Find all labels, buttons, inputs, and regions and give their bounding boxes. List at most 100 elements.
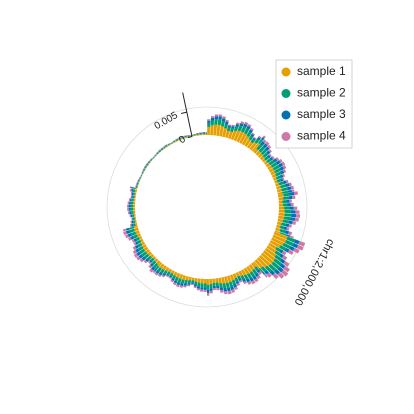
bar-segment-sample-4 — [172, 282, 177, 286]
bar-segment-sample-4 — [170, 279, 174, 283]
bar-segment-sample-4 — [196, 288, 200, 291]
bar-segment-sample-4 — [130, 220, 133, 224]
bar-segment-sample-2 — [268, 263, 277, 272]
bar-segment-sample-4 — [268, 149, 272, 153]
bar-segment-sample-3 — [279, 174, 284, 179]
bar-segment-sample-2 — [256, 144, 263, 151]
bar-segment-sample-4 — [136, 181, 138, 185]
bar-segment-sample-3 — [172, 140, 176, 142]
bar-segment-sample-2 — [139, 176, 142, 180]
bar-segment-sample-1 — [184, 136, 188, 139]
bar-segment-sample-2 — [275, 175, 281, 180]
bar-segment-sample-4 — [177, 136, 181, 139]
bar-segment-sample-2 — [279, 228, 286, 234]
legend-label: sample 4 — [297, 129, 346, 143]
bar-segment-sample-4 — [154, 272, 159, 276]
bar-segment-sample-2 — [243, 274, 249, 280]
bar-segment-sample-3 — [180, 282, 184, 287]
bar-segment-sample-4 — [243, 280, 248, 285]
bar-segment-sample-1 — [268, 242, 277, 250]
bar-segment-sample-3 — [233, 283, 237, 288]
bar-segment-sample-3 — [136, 182, 138, 185]
bar-segment-sample-2 — [274, 250, 281, 257]
bar-segment-sample-2 — [128, 226, 135, 230]
bar-segment-sample-3 — [256, 136, 261, 141]
bar-segment-sample-3 — [207, 289, 210, 294]
bar-segment-sample-4 — [283, 265, 290, 273]
bar-segment-sample-4 — [292, 221, 297, 225]
legend-label: sample 1 — [297, 64, 346, 78]
bar-segment-sample-4 — [247, 123, 252, 128]
bar-segment-sample-1 — [202, 134, 206, 136]
legend-label: sample 2 — [297, 86, 346, 100]
bar-segment-sample-1 — [272, 234, 287, 243]
bar-segment-sample-1 — [159, 150, 162, 153]
bar-segment-sample-2 — [281, 190, 289, 194]
bar-segment-sample-3 — [286, 199, 290, 203]
bar-segment-sample-2 — [217, 119, 222, 126]
bar-segment-sample-1 — [193, 135, 197, 137]
radial-axis-tick — [187, 136, 193, 139]
bar-segment-sample-1 — [157, 152, 160, 155]
bar-segment-sample-3 — [129, 211, 132, 215]
bar-segment-sample-1 — [277, 218, 284, 223]
bar-segment-sample-2 — [155, 265, 160, 270]
bar-segment-sample-2 — [172, 274, 177, 280]
bar-segment-sample-1 — [267, 165, 273, 170]
bar-segment-sample-4 — [132, 250, 137, 255]
bar-segment-sample-4 — [155, 151, 159, 154]
bar-segment-sample-1 — [277, 191, 283, 195]
bar-segment-sample-3 — [279, 258, 286, 264]
bar-segment-sample-4 — [131, 217, 133, 221]
bar-segment-sample-1 — [147, 163, 150, 167]
bar-segment-sample-2 — [150, 257, 155, 262]
bar-segment-sample-2 — [274, 168, 281, 174]
bar-segment-sample-4 — [183, 135, 187, 137]
bar-segment-sample-3 — [289, 245, 295, 251]
bar-segment-sample-2 — [141, 251, 148, 257]
bar-segment-sample-4 — [258, 135, 262, 139]
bar-segment-sample-3 — [209, 288, 213, 292]
bar-segment-sample-1 — [261, 158, 266, 163]
bar-segment-sample-3 — [279, 249, 284, 254]
bar-segment-sample-2 — [150, 158, 153, 162]
bar-segment-sample-1 — [233, 130, 241, 142]
bar-segment-sample-2 — [205, 133, 207, 135]
bar-segment-sample-1 — [135, 187, 138, 190]
bar-segment-sample-1 — [249, 142, 257, 151]
bar-segment-sample-2 — [130, 207, 134, 211]
bar-segment-sample-1 — [207, 126, 211, 136]
bar-segment-sample-1 — [194, 278, 198, 282]
bar-segment-sample-4 — [202, 132, 205, 133]
bar-segment-sample-4 — [143, 259, 148, 264]
bar-segment-sample-4 — [130, 195, 132, 199]
bar-segment-sample-3 — [141, 256, 146, 261]
bar-segment-sample-4 — [190, 283, 194, 286]
bar-segment-sample-1 — [133, 213, 136, 217]
bar-segment-sample-3 — [126, 230, 131, 235]
bar-segment-sample-4 — [293, 206, 298, 210]
bar-segment-sample-1 — [278, 215, 285, 220]
bar-segment-sample-3 — [274, 268, 280, 275]
bar-segment-sample-2 — [220, 120, 225, 127]
bar-segment-sample-2 — [278, 181, 284, 186]
bar-segment-sample-2 — [258, 267, 264, 273]
bar-segment-sample-3 — [256, 269, 261, 274]
bar-segment-sample-3 — [176, 281, 181, 286]
bar-segment-sample-3 — [269, 156, 274, 161]
bar-segment-sample-4 — [282, 169, 287, 173]
bar-segment-sample-4 — [167, 143, 170, 145]
bar-segment-sample-2 — [222, 283, 227, 289]
bar-segment-sample-4 — [207, 292, 210, 296]
bar-segment-sample-3 — [128, 204, 131, 208]
bar-segment-sample-4 — [127, 208, 129, 211]
bar-segment-sample-1 — [251, 142, 260, 152]
bar-segment-sample-4 — [238, 279, 243, 283]
bar-segment-sample-3 — [135, 241, 139, 245]
outer-reference-ring — [106, 106, 308, 308]
bar-segment-sample-1 — [227, 131, 233, 139]
bar-segment-sample-2 — [160, 268, 165, 274]
bar-segment-sample-3 — [141, 171, 144, 174]
bar-segment-sample-3 — [203, 287, 207, 290]
